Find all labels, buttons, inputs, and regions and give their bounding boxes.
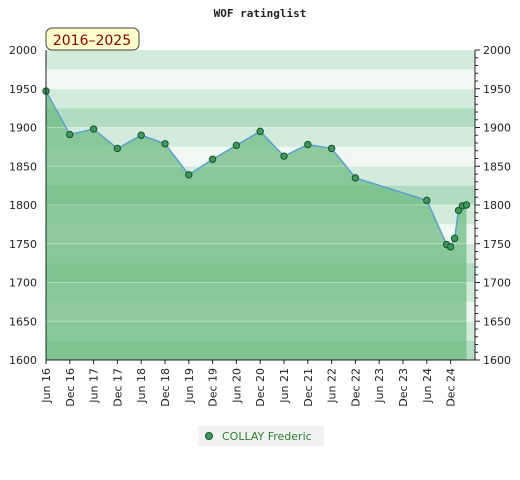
- y-tick-label-left: 1650: [9, 315, 37, 328]
- data-point: [454, 206, 463, 215]
- y-tick-label-right: 1800: [483, 199, 511, 212]
- data-point: [423, 196, 431, 205]
- y-tick-label-left: 1600: [9, 354, 37, 367]
- y-tick-label-left: 2000: [9, 44, 37, 57]
- x-tick-label: Dec 24: [445, 368, 458, 407]
- series-area: [46, 91, 467, 360]
- y-tick-label-right: 1700: [483, 277, 511, 290]
- y-tick-label-right: 1750: [483, 238, 511, 251]
- data-point: [161, 140, 169, 148]
- data-point: [137, 131, 145, 139]
- x-tick-label: Dec 17: [111, 368, 124, 407]
- x-tick-label: Dec 22: [349, 368, 362, 407]
- data-point: [66, 130, 74, 139]
- data-point: [208, 155, 217, 163]
- y-tick-label-right: 1600: [483, 354, 511, 367]
- x-tick-label: Jun 19: [183, 368, 196, 404]
- data-point: [450, 234, 459, 243]
- x-tick-label: Dec 21: [302, 368, 315, 407]
- x-tick-label: Jun 23: [373, 368, 386, 404]
- y-tick-label-left: 1700: [9, 277, 37, 290]
- data-point: [256, 127, 264, 136]
- background-band: [46, 50, 475, 70]
- y-tick-label-right: 1900: [483, 122, 511, 135]
- x-axis-ticks: Jun 16 Dec 16 Jun 17 Dec 17 Jun 18 Dec 18 Jun …: [40, 360, 458, 407]
- data-point: [89, 125, 98, 133]
- x-tick-label: Dec 18: [159, 368, 172, 407]
- data-point: [280, 152, 288, 160]
- y-tick-label-right: 2000: [483, 44, 511, 57]
- x-tick-label: Jun 21: [278, 368, 291, 404]
- background-band: [46, 108, 475, 128]
- y-tick-label-right: 1850: [483, 160, 511, 173]
- y-tick-label-right: 1650: [483, 315, 511, 328]
- data-point: [304, 140, 312, 149]
- area-layer: [46, 91, 467, 360]
- background-band: [46, 88, 475, 109]
- data-point: [446, 243, 455, 251]
- x-tick-label: Jun 17: [88, 368, 101, 404]
- data-point: [185, 171, 193, 179]
- y-tick-label-left: 1850: [9, 160, 37, 173]
- y-axis-left-ticks: 1600 1650 1700 1750 1800 1850 1900 1950 2000: [9, 44, 37, 367]
- x-tick-label: Jun 18: [135, 368, 148, 404]
- x-tick-label: Dec 16: [64, 368, 77, 407]
- y-tick-label-right: 1950: [483, 83, 511, 96]
- data-point: [327, 144, 336, 153]
- x-tick-label: Jun 24: [421, 368, 434, 404]
- chart-title: WOF ratinglist: [214, 7, 307, 20]
- x-tick-label: Dec 23: [397, 368, 410, 407]
- x-tick-label: Dec 20: [254, 368, 267, 407]
- y-tick-label-left: 1750: [9, 238, 37, 251]
- x-tick-label: Jun 20: [230, 368, 243, 404]
- data-point: [351, 174, 360, 182]
- y-tick-label-left: 1950: [9, 83, 37, 96]
- legend-marker: [205, 432, 213, 440]
- data-point: [462, 201, 471, 209]
- x-tick-label: Jun 22: [326, 368, 339, 404]
- legend: COLLAY Frederic: [198, 426, 324, 446]
- y-tick-label-left: 1800: [9, 199, 37, 212]
- data-point: [113, 144, 122, 153]
- legend-series-label: COLLAY Frederic: [222, 430, 312, 443]
- y-tick-label-left: 1900: [9, 122, 37, 135]
- data-point: [232, 141, 241, 150]
- x-tick-label: Dec 19: [207, 368, 220, 407]
- y-axis-right-ticks: 1600 1650 1700 1750 1800 1850 1900 1950 2000: [483, 44, 511, 367]
- period-badge: 2016–2025: [45, 27, 140, 51]
- background-band: [46, 69, 475, 89]
- period-badge-text: 2016–2025: [53, 33, 131, 49]
- series-markers: [42, 87, 471, 251]
- x-tick-label: Jun 16: [40, 368, 53, 404]
